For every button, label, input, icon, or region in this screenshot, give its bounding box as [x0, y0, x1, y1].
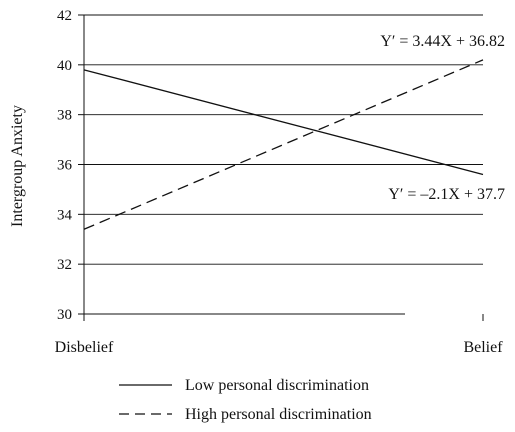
y-axis-label: Intergroup Anxiety	[9, 105, 26, 227]
y-tick-label-38: 38	[57, 108, 72, 124]
y-tick-label-32: 32	[57, 257, 72, 273]
y-tick-label-36: 36	[57, 158, 73, 174]
legend: Low personal discrimination High persona…	[119, 377, 372, 423]
equation-high-discrimination: Y′ = 3.44X + 36.82	[380, 33, 505, 50]
y-tick-label-40: 40	[57, 58, 72, 74]
y-tick-label-42: 42	[57, 8, 72, 24]
y-tick-label-34: 34	[57, 207, 73, 223]
x-category-disbelief: Disbelief	[55, 339, 114, 356]
equation-low-discrimination: Y′ = –2.1X + 37.7	[388, 186, 505, 203]
series-lines	[83, 59, 484, 230]
gridlines	[84, 14, 483, 265]
series-line-low-discrimination	[83, 69, 484, 176]
y-axis-ticks: 30 32 34 36 38 40 42	[57, 8, 84, 323]
series-line-high-discrimination	[83, 59, 484, 230]
x-category-belief: Belief	[463, 339, 503, 356]
y-tick-label-30: 30	[57, 307, 72, 323]
legend-label-high: High personal discrimination	[185, 406, 372, 423]
x-axis-ticks	[83, 314, 484, 321]
legend-label-low: Low personal discrimination	[185, 377, 369, 394]
